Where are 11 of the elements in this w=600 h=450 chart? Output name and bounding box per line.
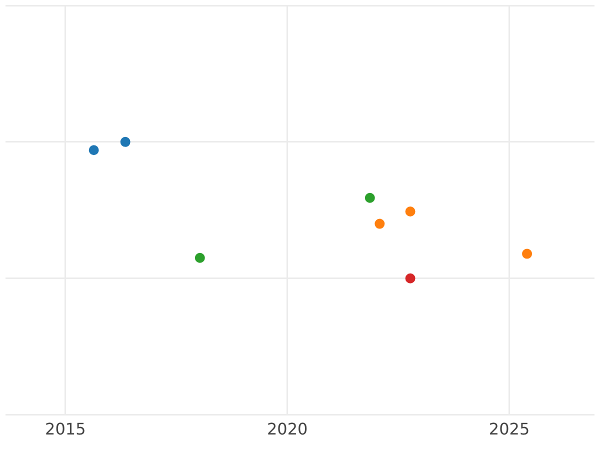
x-tick-label: 2020 (266, 420, 308, 439)
point (374, 218, 385, 229)
point (522, 248, 532, 259)
point (194, 252, 205, 263)
point (405, 273, 416, 284)
point (405, 206, 416, 217)
point (364, 192, 375, 203)
point (120, 136, 130, 147)
x-tick-label: 2025 (488, 420, 530, 439)
x-tick-label: 2015 (45, 420, 86, 439)
point (88, 145, 99, 156)
